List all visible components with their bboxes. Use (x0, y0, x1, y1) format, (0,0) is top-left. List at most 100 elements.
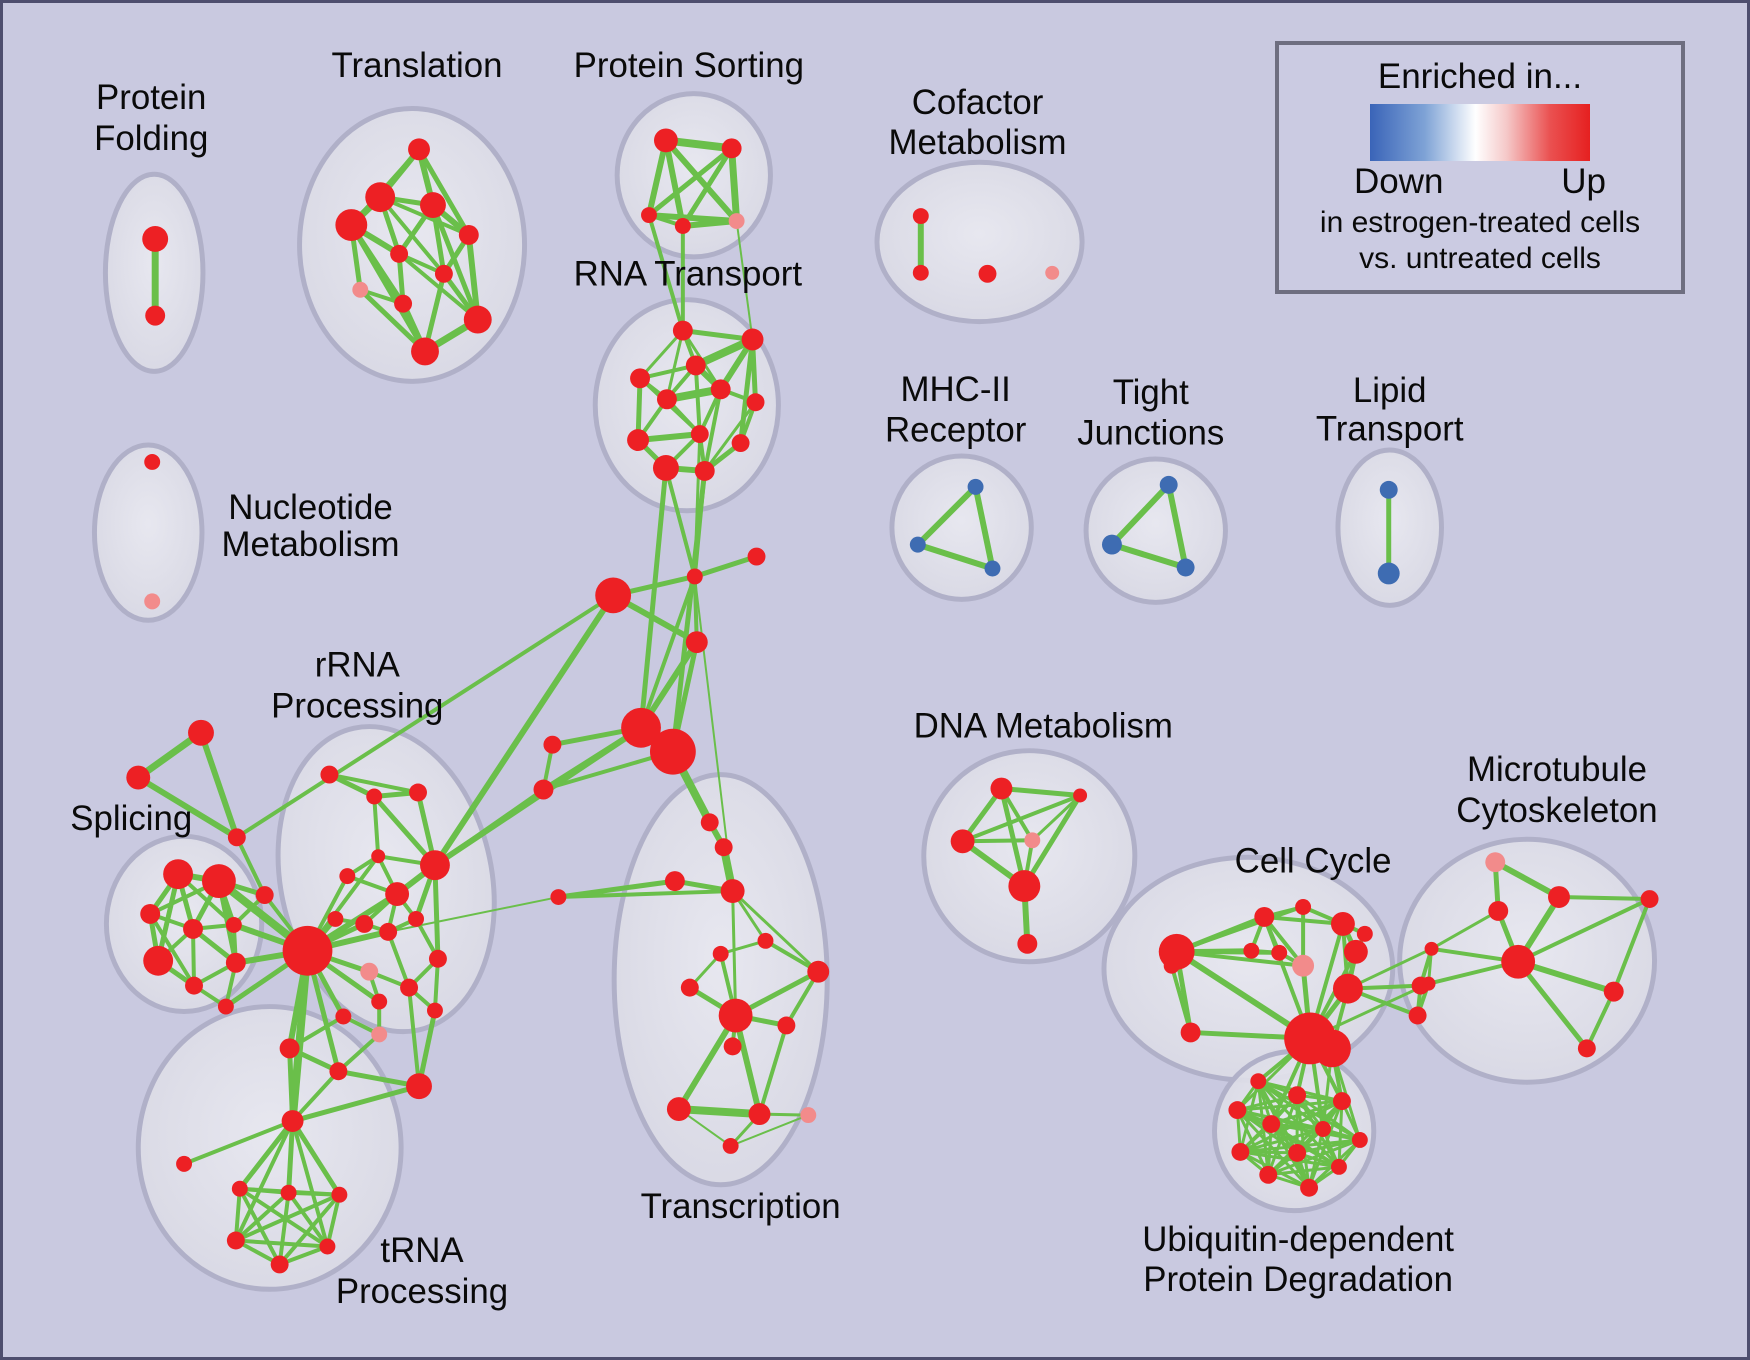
network-node (595, 577, 632, 614)
network-node (685, 355, 706, 376)
network-node (327, 910, 344, 927)
network-node (1640, 890, 1659, 908)
network-edge (1584, 989, 1616, 1051)
network-edge (233, 1119, 295, 1243)
network-edge (287, 1014, 346, 1051)
network-node (685, 631, 708, 654)
network-node (319, 1238, 336, 1255)
network-edge (286, 1118, 296, 1196)
network-edge (234, 593, 616, 840)
network-edge (1516, 897, 1652, 964)
network-edge (647, 213, 685, 333)
network-node (690, 425, 709, 444)
network-node (379, 922, 398, 941)
network-node (1159, 475, 1178, 494)
network-edge (233, 1238, 330, 1249)
network-node (329, 1062, 348, 1081)
network-edge (407, 985, 422, 1089)
network-edge (693, 363, 702, 437)
network-node (1045, 265, 1060, 280)
network-edge (1238, 1127, 1325, 1154)
network-node (543, 735, 562, 754)
legend-gradient-bar (1370, 104, 1590, 161)
network-node (984, 560, 1001, 577)
network-node (225, 952, 246, 973)
network-node (1008, 870, 1041, 903)
network-node (1313, 1029, 1351, 1068)
network-node (909, 536, 926, 553)
cluster-label-dna-metabolism: DNA Metabolism (914, 706, 1173, 745)
network-node (1421, 976, 1436, 991)
network-edge (914, 483, 979, 548)
network-node (912, 264, 929, 281)
network-node (641, 207, 657, 224)
network-node (1485, 852, 1506, 873)
network-node (1017, 933, 1038, 954)
network-node (280, 1184, 297, 1201)
network-node (406, 1073, 432, 1100)
network-edge (277, 1190, 291, 1267)
network-node (664, 871, 685, 892)
network-edge (357, 287, 428, 354)
cluster-ellipse-nucleotide-metabolism (91, 442, 205, 623)
cluster-label-lipid-transport: Transport (1316, 410, 1464, 449)
cluster-label-microtubule-cytoskeleton: Cytoskeleton (1456, 791, 1657, 830)
network-node (807, 960, 830, 983)
cluster-label-cofactor-metabolism: Metabolism (889, 123, 1067, 162)
network-edge (674, 1105, 764, 1119)
network-node (434, 264, 453, 283)
network-edge (646, 137, 669, 219)
network-node (282, 925, 333, 976)
network-edge (1030, 793, 1082, 842)
network-node (710, 379, 731, 400)
network-node (1548, 886, 1570, 908)
network-edge (1556, 895, 1652, 902)
network-edge (335, 1068, 422, 1089)
network-node (777, 1016, 796, 1035)
network-node (409, 783, 427, 802)
cluster-label-protein-folding: Folding (94, 119, 208, 158)
cluster-label-microtubule-cytoskeleton: Microtubule (1467, 750, 1647, 789)
network-node (748, 1103, 771, 1126)
network-node (183, 918, 203, 939)
network-edge (288, 946, 312, 1126)
network-edge (680, 145, 735, 229)
network-edge (675, 1012, 739, 1113)
network-node (420, 192, 446, 219)
network-edge (638, 465, 669, 731)
network-node (408, 138, 430, 161)
network-node (339, 868, 356, 885)
network-node (1315, 1121, 1331, 1137)
network-edge (735, 220, 754, 341)
network-node (712, 945, 729, 962)
network-edge (757, 1023, 789, 1117)
network-node (700, 813, 719, 832)
network-edge (1515, 959, 1590, 1051)
network-node (723, 1037, 742, 1056)
network-node (666, 1097, 691, 1122)
network-node (400, 978, 419, 997)
network-node (226, 1231, 245, 1250)
legend: Enriched in... Down Up in estrogen-treat… (1275, 41, 1685, 294)
network-node (279, 1038, 300, 1059)
network-node (1330, 911, 1355, 936)
network-edge (290, 1118, 342, 1198)
network-edge (233, 1192, 342, 1243)
cluster-ellipse-cofactor-metabolism (874, 159, 1085, 325)
network-node (142, 226, 169, 252)
network-node (1488, 901, 1509, 921)
network-node (1330, 1158, 1347, 1175)
network-node (270, 1255, 289, 1274)
network-node (144, 593, 161, 610)
network-node (656, 389, 677, 410)
network-node (978, 264, 997, 283)
network-edge (972, 483, 996, 572)
network-node (718, 998, 753, 1033)
cluster-label-nucleotide-metabolism: Nucleotide (228, 488, 393, 527)
network-node (1332, 1092, 1351, 1111)
network-node (331, 1186, 348, 1203)
legend-caption-line1: in estrogen-treated cells (1319, 206, 1641, 239)
network-edge (1173, 948, 1314, 1042)
